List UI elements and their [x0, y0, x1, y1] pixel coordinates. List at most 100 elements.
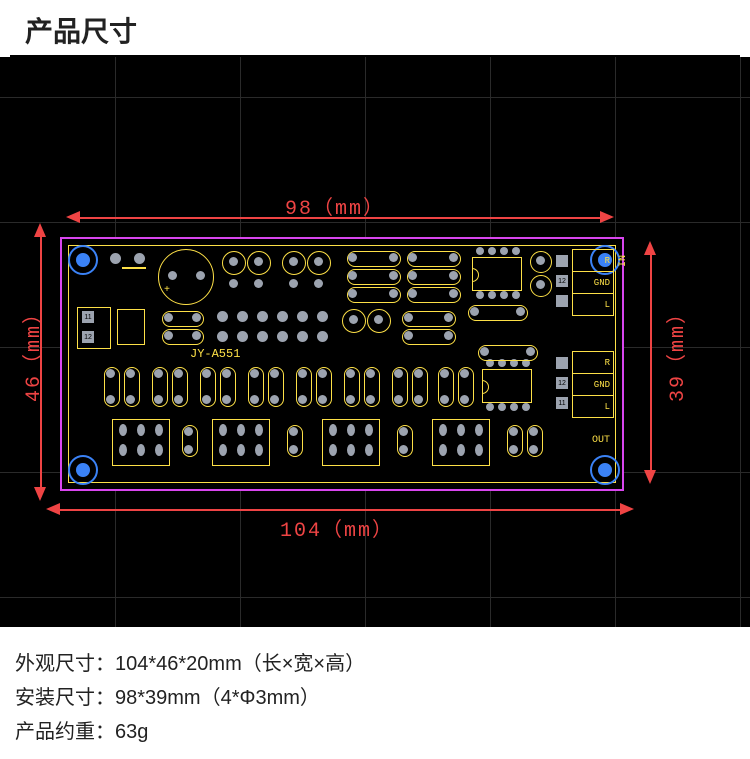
pad	[237, 331, 248, 342]
pad	[317, 311, 328, 322]
pad	[289, 427, 298, 436]
pot-2	[212, 419, 268, 466]
pad	[222, 395, 231, 404]
pot-4	[432, 419, 488, 466]
pad	[440, 369, 449, 378]
pad	[298, 369, 307, 378]
pad	[314, 257, 323, 266]
pad	[164, 331, 173, 340]
spec-footer: 外观尺寸：104*46*20mm（长×宽×高） 安装尺寸：98*39mm（4*Φ…	[0, 627, 750, 759]
pad	[449, 271, 458, 280]
pad	[414, 395, 423, 404]
pad	[318, 369, 327, 378]
pad	[529, 427, 538, 436]
dim-right-line	[650, 255, 652, 470]
pad	[404, 313, 413, 322]
pad	[254, 279, 263, 288]
in-label2: IN	[618, 255, 629, 267]
pad	[348, 253, 357, 262]
pad	[449, 289, 458, 298]
pad	[394, 395, 403, 404]
pad	[217, 331, 228, 342]
pad	[348, 271, 357, 280]
pad	[106, 369, 115, 378]
pad	[366, 395, 375, 404]
pad	[346, 395, 355, 404]
pad	[394, 369, 403, 378]
model-label: JY-A551	[190, 347, 240, 361]
pad	[480, 347, 489, 356]
pad	[222, 369, 231, 378]
pad	[414, 369, 423, 378]
pad	[318, 395, 327, 404]
pad	[346, 369, 355, 378]
pad	[154, 395, 163, 404]
pad	[110, 253, 121, 264]
pad	[408, 253, 417, 262]
pad	[408, 271, 417, 280]
pad	[196, 271, 205, 280]
pad	[444, 313, 453, 322]
pad	[257, 331, 268, 342]
pad	[237, 311, 248, 322]
chip-pads-top	[476, 247, 520, 255]
conn-pin-gnd: GND	[573, 374, 613, 396]
pad	[229, 257, 238, 266]
pad	[217, 311, 228, 322]
pad	[536, 280, 545, 289]
pad	[460, 369, 469, 378]
dim-left-arrow-u	[34, 223, 46, 237]
chip-pads-bot	[476, 291, 520, 299]
pad	[297, 331, 308, 342]
dim-right-label: 39（mm）	[660, 312, 690, 402]
pad	[556, 357, 568, 369]
ic-bottom	[482, 369, 532, 403]
pad	[184, 445, 193, 454]
mount-hole-br	[590, 455, 620, 485]
pad	[526, 347, 535, 356]
pad	[298, 395, 307, 404]
pad	[509, 445, 518, 454]
pad	[134, 253, 145, 264]
pad	[254, 257, 263, 266]
pad	[470, 307, 479, 316]
pad	[202, 395, 211, 404]
chip-notch	[482, 380, 489, 394]
dim-bot-line	[60, 509, 620, 511]
pad	[399, 427, 408, 436]
pad	[289, 257, 298, 266]
pad	[164, 313, 173, 322]
pad: 11	[556, 397, 568, 409]
pad	[270, 369, 279, 378]
spec-line-1: 外观尺寸：104*46*20mm（长×宽×高）	[15, 647, 735, 681]
pad	[277, 311, 288, 322]
cap-large	[158, 249, 214, 305]
pcb-diagram: 98（mm） 104（mm） 46（mm） 39（mm） 11 12 +	[0, 57, 750, 627]
spec-line-3: 产品约重：63g	[15, 715, 735, 749]
dim-right-arrow-u	[644, 241, 656, 255]
pad	[389, 271, 398, 280]
pad	[250, 369, 259, 378]
dim-bot-arrow-l	[46, 503, 60, 515]
pcb-board: 11 12 +	[60, 237, 624, 491]
dim-top-arrow-r	[600, 211, 614, 223]
pad	[556, 295, 568, 307]
pad	[126, 369, 135, 378]
conn-pin-l: L	[573, 294, 613, 315]
chip-notch	[472, 268, 479, 282]
dim-left-label: 46（mm）	[16, 302, 46, 402]
pad	[404, 331, 413, 340]
pad	[536, 256, 545, 265]
pad	[277, 331, 288, 342]
bridge-rect	[117, 309, 145, 345]
pot-3	[322, 419, 378, 466]
pad	[257, 311, 268, 322]
dim-top-arrow-l	[66, 211, 80, 223]
dim-left-arrow-d	[34, 487, 46, 501]
out-label: OUT	[592, 435, 610, 446]
dim-bot-label: 104（mm）	[280, 513, 394, 543]
conn-pin-r: R	[573, 250, 613, 272]
pad	[192, 331, 201, 340]
dim-bot-arrow-r	[620, 503, 634, 515]
pad	[389, 253, 398, 262]
